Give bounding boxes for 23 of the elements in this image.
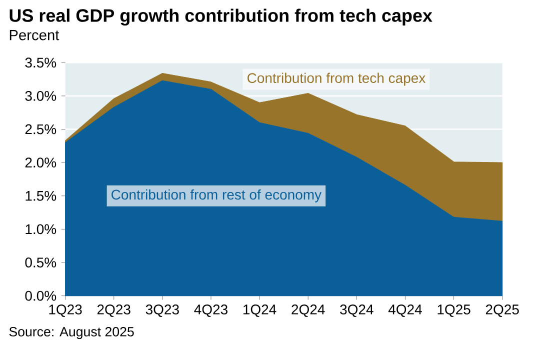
y-tick-label: 2.0%: [25, 158, 56, 168]
x-tick-label: 2Q24: [292, 304, 325, 317]
x-tick-label: 4Q24: [388, 304, 422, 317]
y-tick-label: 1.0%: [26, 224, 56, 234]
y-tick-label: 0.5%: [25, 258, 56, 268]
x-tick-label: 1Q24: [243, 304, 276, 317]
chart-subtitle: Percent: [10, 30, 60, 40]
chart-title: US real GDP growth contribution from tech capex: [10, 8, 432, 26]
x-tick-label: 2Q23: [97, 304, 130, 317]
x-tick-label: 2Q25: [486, 304, 519, 317]
x-tick-label: 4Q23: [194, 304, 228, 317]
x-tick-label: 3Q23: [146, 304, 179, 317]
y-tick-label: 2.5%: [25, 124, 56, 134]
y-tick-label: 1.5%: [26, 190, 56, 201]
x-tick-label: 1Q25: [438, 304, 470, 317]
series-label: Contribution from rest of economy: [112, 189, 322, 202]
y-tick-label: 3.5%: [25, 58, 56, 68]
x-tick-label: 3Q24: [340, 304, 374, 317]
y-tick-label: 3.0%: [25, 90, 56, 101]
series-label: Contribution from tech capex: [248, 72, 426, 86]
source-note: Source: August 2025: [9, 326, 134, 340]
y-tick-label: 0.0%: [25, 290, 56, 301]
x-tick-label: 1Q23: [49, 304, 82, 317]
